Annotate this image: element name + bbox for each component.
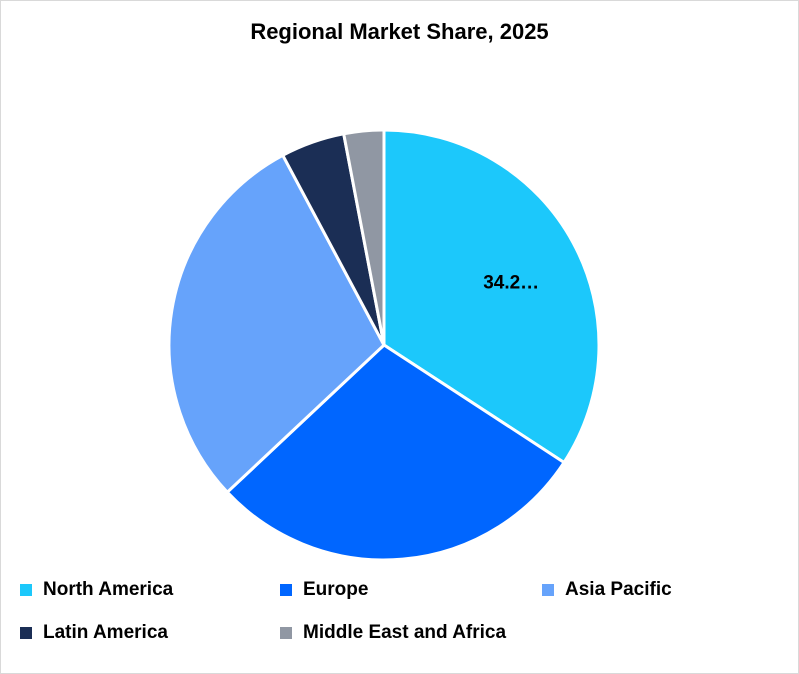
- pie-slice-asia-pacific: [167, 153, 386, 494]
- data-label-north-america: 34.2…: [483, 273, 539, 294]
- pie-slice-middle-east-and-africa: [342, 128, 386, 347]
- pie-slice-europe: [225, 343, 566, 562]
- chart-title: Regional Market Share, 2025: [250, 19, 549, 44]
